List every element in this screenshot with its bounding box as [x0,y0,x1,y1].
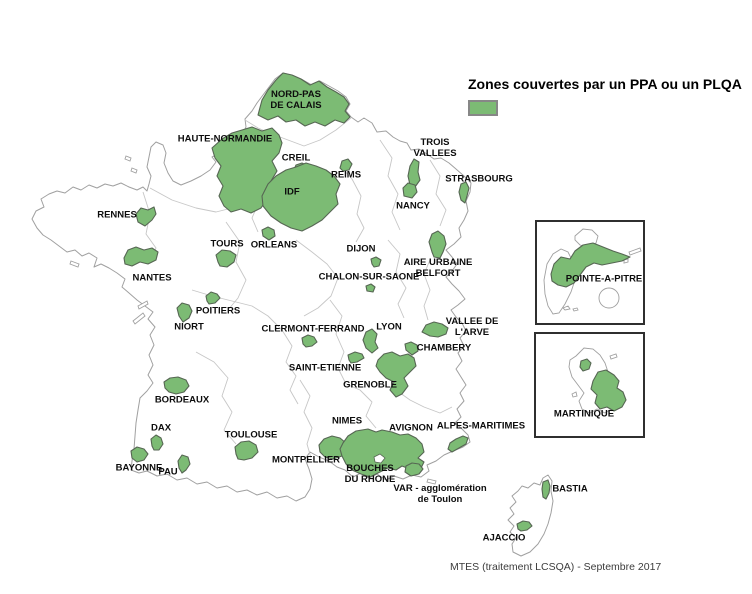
islets [69,155,437,485]
zone-shape-ajaccio [516,520,533,532]
etang-de-berre-hole [373,453,386,464]
zone-shape-lyon [362,328,379,354]
guadeloupe-inset-svg [543,228,642,315]
zone-shape-martinique-main [590,369,627,412]
zone-shape-clermont-ferrand [301,334,318,348]
zone-shape-pau [177,454,191,474]
france-outline [31,72,472,502]
martinique-inset-svg [568,347,627,414]
zone-shape-dijon [370,256,382,268]
inset-pointe-a-pitre [535,220,645,325]
zone-shape-pointe-a-pitre [550,242,631,288]
islet-ne-outline [609,353,618,360]
grande-terre-outline [574,228,599,248]
zone-shape-aire-urbaine-belfort [428,230,447,259]
les-saintes-outline [562,305,579,312]
ppa-zones [123,72,551,532]
zone-shape-poitiers [205,291,221,305]
zone-shape-saint-etienne [347,351,365,364]
corsica-outline [507,474,554,557]
zone-shape-var-toulon [404,462,424,477]
legend-swatch [468,100,498,116]
zone-shape-vallee-de-l-arve [421,321,449,338]
marie-galante-outline [598,287,620,309]
zone-shape-bouches-du-rhone [339,428,425,478]
legend-title: Zones couvertes par un PPA ou un PLQA [468,76,742,92]
source-caption: MTES (traitement LCSQA) - Septembre 2017 [450,561,662,573]
zone-shape-chalon-sur-saone [365,283,376,293]
zone-shape-nancy [402,182,418,199]
zone-shape-bordeaux [163,376,190,395]
zone-shape-niort [176,302,193,323]
zone-shape-martinique-nw [579,358,592,372]
zone-shape-orleans [261,226,276,241]
inset-martinique [534,332,645,438]
zone-shape-bayonne [130,446,149,463]
zone-shape-grenoble [375,351,417,398]
zone-shape-toulouse [234,440,259,461]
zone-shape-nantes [123,246,159,267]
islet-sw-outline [571,391,578,398]
zone-shape-rennes [135,206,157,227]
zone-shape-idf [261,162,341,232]
zone-shape-bastia [541,479,551,500]
desirade-outline [628,247,642,256]
zone-shape-chambery [404,341,419,356]
zone-shape-dax [150,434,164,451]
zone-shape-strasbourg [458,181,470,204]
zone-shape-alpes-maritimes [447,435,469,453]
zone-shape-reims [339,158,353,172]
zone-shape-tours [215,249,237,268]
zone-shape-trois-vallees [407,158,421,188]
zone-shape-nord-pas-de-calais [257,72,351,127]
